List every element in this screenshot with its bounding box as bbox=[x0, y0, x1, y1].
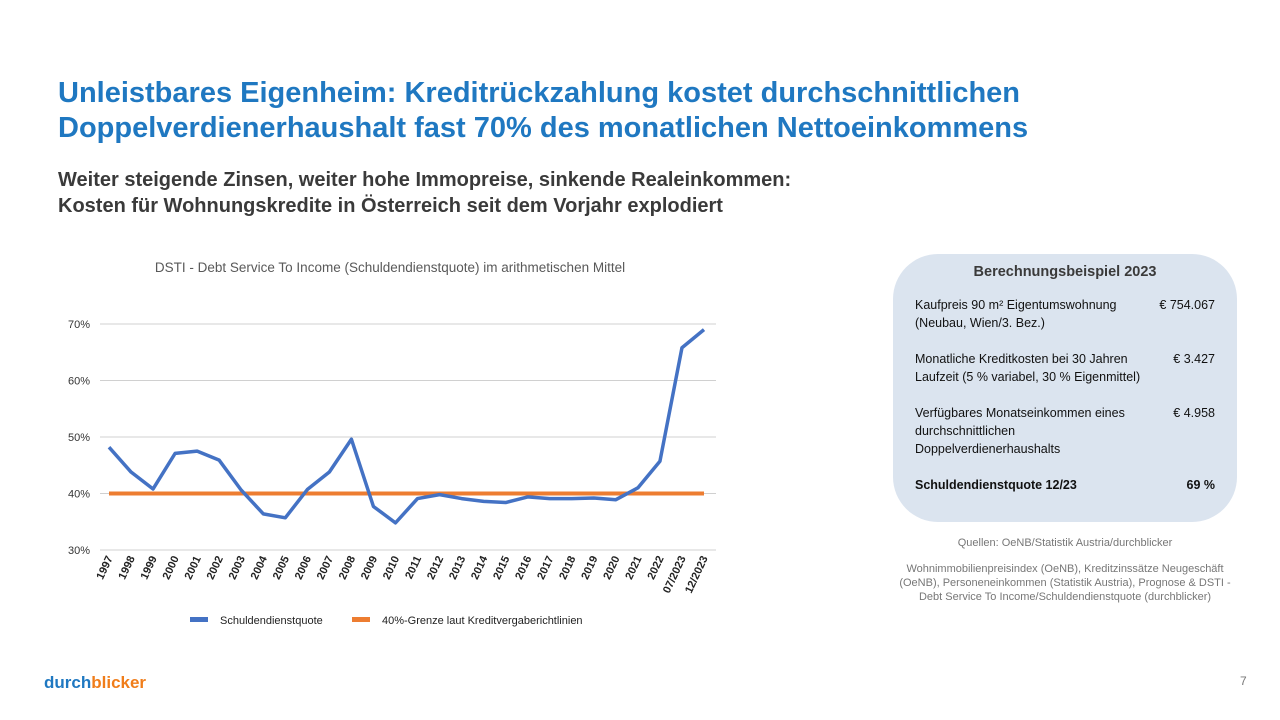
box-row-credit-cost: Monatliche Kreditkosten bei 30 Jahren La… bbox=[915, 350, 1215, 386]
legend-label: Schuldendienstquote bbox=[220, 615, 323, 627]
row-label: Monatliche Kreditkosten bei 30 Jahren La… bbox=[915, 352, 1141, 384]
x-tick-label: 2010 bbox=[381, 554, 402, 581]
legend-swatch bbox=[190, 617, 208, 622]
sources: Quellen: OeNB/Statistik Austria/durchbli… bbox=[893, 536, 1237, 616]
calculation-box: Berechnungsbeispiel 2023 Kaufpreis 90 m²… bbox=[893, 254, 1237, 522]
logo-part-1: durch bbox=[44, 673, 92, 692]
x-tick-label: 2012 bbox=[425, 554, 446, 581]
legend-label: 40%-Grenze laut Kreditvergaberichtlinien bbox=[382, 615, 583, 627]
x-tick-label: 2017 bbox=[535, 554, 556, 581]
row-label: Kaufpreis 90 m² Eigentumswohnung (Neubau… bbox=[915, 298, 1117, 330]
slide-subtitle: Weiter steigende Zinsen, weiter hohe Imm… bbox=[58, 167, 791, 219]
box-row-price: Kaufpreis 90 m² Eigentumswohnung (Neubau… bbox=[915, 296, 1215, 332]
slide-title: Unleistbares Eigenheim: Kreditrückzahlun… bbox=[58, 77, 1029, 144]
x-tick-label: 1999 bbox=[139, 554, 160, 581]
x-tick-label: 1998 bbox=[117, 554, 138, 581]
x-tick-label: 2018 bbox=[557, 554, 578, 581]
row-value: € 4.958 bbox=[1173, 406, 1215, 420]
row-value: 69 % bbox=[1186, 478, 1216, 492]
x-tick-label: 2002 bbox=[205, 554, 226, 581]
legend-swatch bbox=[352, 617, 370, 622]
row-label: Verfügbares Monatseinkommen eines durchs… bbox=[915, 406, 1125, 456]
x-tick-label: 2009 bbox=[359, 554, 380, 581]
x-tick-label: 2013 bbox=[447, 554, 468, 581]
x-tick-label: 2021 bbox=[623, 554, 644, 581]
box-title: Berechnungsbeispiel 2023 bbox=[973, 264, 1157, 280]
x-tick-label: 2000 bbox=[161, 554, 182, 581]
x-tick-label: 2016 bbox=[513, 554, 534, 581]
box-row-income: Verfügbares Monatseinkommen eines durchs… bbox=[915, 404, 1215, 458]
x-tick-label: 1997 bbox=[94, 554, 115, 581]
x-tick-label: 2014 bbox=[469, 553, 491, 581]
x-tick-label: 2008 bbox=[337, 554, 358, 581]
subtitle-line-1: Weiter steigende Zinsen, weiter hohe Imm… bbox=[58, 169, 792, 191]
x-tick-label: 2011 bbox=[403, 554, 424, 581]
durchblicker-logo: durchblicker bbox=[44, 673, 146, 693]
sources-line: Quellen: OeNB/Statistik Austria/durchbli… bbox=[957, 537, 1173, 549]
x-tick-label: 2015 bbox=[491, 554, 512, 581]
dsti-chart: DSTI - Debt Service To Income (Schuldend… bbox=[68, 260, 716, 627]
x-tick-label: 2022 bbox=[645, 554, 666, 581]
x-tick-label: 2003 bbox=[227, 554, 248, 581]
x-tick-label: 2007 bbox=[315, 554, 336, 581]
subtitle-line-2: Kosten für Wohnungskredite in Österreich… bbox=[58, 195, 723, 217]
x-tick-label: 2020 bbox=[601, 554, 622, 581]
x-tick-label: 2006 bbox=[293, 554, 314, 581]
box-row-dsti: Schuldendienstquote 12/23 69 % bbox=[915, 476, 1215, 494]
x-tick-label: 2004 bbox=[249, 553, 271, 581]
x-tick-label: 2001 bbox=[183, 554, 204, 581]
row-label: Schuldendienstquote 12/23 bbox=[915, 478, 1077, 492]
x-tick-label: 2005 bbox=[271, 554, 292, 581]
x-tick-label: 2019 bbox=[579, 554, 600, 581]
y-tick-label: 30% bbox=[68, 545, 90, 557]
row-value: € 754.067 bbox=[1159, 298, 1215, 312]
page-number: 7 bbox=[1240, 674, 1247, 688]
logo-part-2: blicker bbox=[91, 673, 147, 692]
y-tick-label: 50% bbox=[68, 432, 90, 444]
chart-title: DSTI - Debt Service To Income (Schuldend… bbox=[155, 260, 625, 275]
sources-detail: Wohnimmobilienpreisindex (OeNB), Kreditz… bbox=[899, 563, 1231, 603]
y-tick-label: 40% bbox=[68, 489, 90, 501]
y-tick-label: 70% bbox=[68, 319, 90, 331]
y-tick-label: 60% bbox=[68, 376, 90, 388]
row-value: € 3.427 bbox=[1173, 352, 1215, 366]
series-line-dsti bbox=[107, 328, 706, 525]
